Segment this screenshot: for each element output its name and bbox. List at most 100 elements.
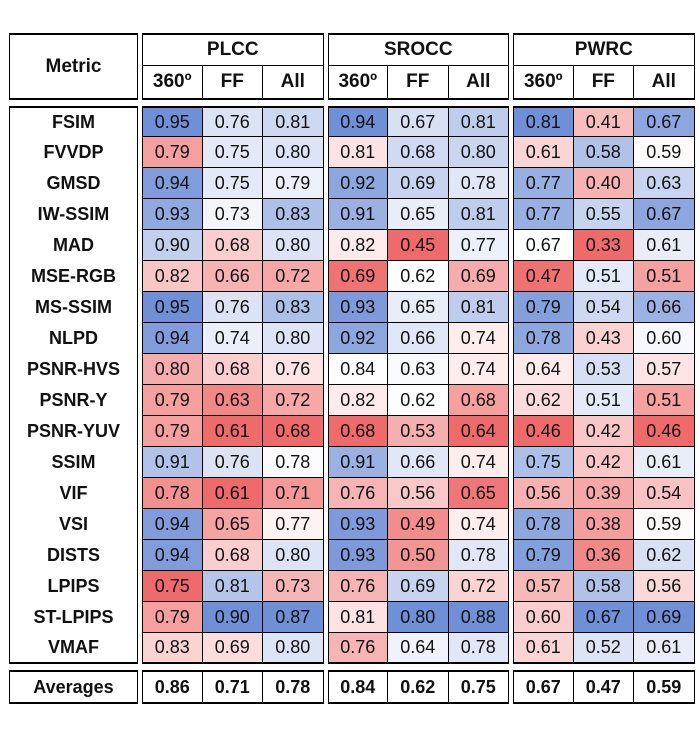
value-cell: 0.50 xyxy=(388,540,449,571)
value-cell: 0.74 xyxy=(448,447,510,478)
metric-name: FSIM xyxy=(9,106,138,137)
value-cell: 0.69 xyxy=(388,571,449,602)
value-cell: 0.67 xyxy=(513,670,574,704)
value-cell: 0.61 xyxy=(513,137,574,168)
value-cell: 0.33 xyxy=(573,230,635,261)
value-cell: 0.49 xyxy=(388,509,449,540)
value-cell: 0.79 xyxy=(513,540,574,571)
value-cell: 0.46 xyxy=(513,416,574,447)
value-cell: 0.68 xyxy=(202,540,263,571)
value-cell: 0.61 xyxy=(634,633,695,664)
value-cell: 0.75 xyxy=(142,571,203,602)
value-cell: 0.81 xyxy=(448,106,510,137)
value-cell: 0.59 xyxy=(634,509,695,540)
table-row: VSI 0.94 0.65 0.77 0.93 0.49 0.74 0.78 0.38 0.59 xyxy=(9,509,695,540)
value-cell: 0.90 xyxy=(202,602,263,633)
value-cell: 0.56 xyxy=(388,478,449,509)
value-cell: 0.66 xyxy=(634,292,695,323)
metric-name: MSE-RGB xyxy=(9,261,138,292)
value-cell: 0.66 xyxy=(388,323,449,354)
value-cell: 0.81 xyxy=(448,292,510,323)
value-cell: 0.80 xyxy=(263,230,324,261)
metrics-table: Metric PLCC SROCC PWRC 360º FF All 360º … xyxy=(9,33,695,704)
value-cell: 0.94 xyxy=(142,323,203,354)
value-cell: 0.71 xyxy=(202,670,263,704)
table-row: PSNR-HVS 0.80 0.68 0.76 0.84 0.63 0.74 0.64 0.53… xyxy=(9,354,695,385)
value-cell: 0.78 xyxy=(513,323,574,354)
value-cell: 0.65 xyxy=(202,509,263,540)
sub-header-ff: FF xyxy=(573,66,635,100)
value-cell: 0.68 xyxy=(202,230,263,261)
value-cell: 0.76 xyxy=(202,447,263,478)
value-cell: 0.41 xyxy=(573,106,635,137)
value-cell: 0.69 xyxy=(202,633,263,664)
table-row: PSNR-Y 0.79 0.63 0.72 0.82 0.62 0.68 0.62 0.51 0.… xyxy=(9,385,695,416)
value-cell: 0.66 xyxy=(202,261,263,292)
value-cell: 0.68 xyxy=(327,416,389,447)
table-row: FVVDP 0.79 0.75 0.80 0.81 0.68 0.80 0.61 0.58 0.5… xyxy=(9,137,695,168)
value-cell: 0.79 xyxy=(513,292,574,323)
value-cell: 0.79 xyxy=(142,385,203,416)
value-cell: 0.72 xyxy=(263,385,324,416)
value-cell: 0.82 xyxy=(327,385,389,416)
value-cell: 0.76 xyxy=(327,571,389,602)
sub-header-all: All xyxy=(448,66,510,100)
value-cell: 0.93 xyxy=(327,509,389,540)
table-row: Averages 0.86 0.71 0.78 0.84 0.62 0.75 0.67 0.47… xyxy=(9,670,695,704)
value-cell: 0.94 xyxy=(142,540,203,571)
value-cell: 0.65 xyxy=(448,478,510,509)
table-row: PSNR-YUV 0.79 0.61 0.68 0.68 0.53 0.64 0.46 0.42… xyxy=(9,416,695,447)
value-cell: 0.78 xyxy=(448,168,510,199)
value-cell: 0.62 xyxy=(388,385,449,416)
value-cell: 0.81 xyxy=(263,106,324,137)
metric-name: PSNR-YUV xyxy=(9,416,138,447)
value-cell: 0.90 xyxy=(142,230,203,261)
value-cell: 0.94 xyxy=(142,509,203,540)
group-header-plcc: PLCC xyxy=(142,33,324,66)
value-cell: 0.77 xyxy=(263,509,324,540)
value-cell: 0.67 xyxy=(513,230,574,261)
value-cell: 0.68 xyxy=(263,416,324,447)
value-cell: 0.60 xyxy=(513,602,574,633)
value-cell: 0.61 xyxy=(513,633,574,664)
value-cell: 0.77 xyxy=(448,230,510,261)
value-cell: 0.79 xyxy=(142,416,203,447)
value-cell: 0.53 xyxy=(388,416,449,447)
metric-name: VMAF xyxy=(9,633,138,664)
value-cell: 0.43 xyxy=(573,323,635,354)
value-cell: 0.54 xyxy=(634,478,695,509)
metric-name: SSIM xyxy=(9,447,138,478)
value-cell: 0.63 xyxy=(388,354,449,385)
value-cell: 0.72 xyxy=(263,261,324,292)
value-cell: 0.74 xyxy=(202,323,263,354)
table-row: DISTS 0.94 0.68 0.80 0.93 0.50 0.78 0.79 0.36 0.6… xyxy=(9,540,695,571)
value-cell: 0.52 xyxy=(573,633,635,664)
table-row: VIF 0.78 0.61 0.71 0.76 0.56 0.65 0.56 0.39 0.54 xyxy=(9,478,695,509)
value-cell: 0.62 xyxy=(388,261,449,292)
value-cell: 0.78 xyxy=(263,670,324,704)
metric-name: VSI xyxy=(9,509,138,540)
value-cell: 0.77 xyxy=(513,168,574,199)
value-cell: 0.74 xyxy=(448,354,510,385)
metric-name: IW-SSIM xyxy=(9,199,138,230)
value-cell: 0.65 xyxy=(388,199,449,230)
value-cell: 0.75 xyxy=(448,670,510,704)
value-cell: 0.39 xyxy=(573,478,635,509)
value-cell: 0.78 xyxy=(513,509,574,540)
value-cell: 0.69 xyxy=(388,168,449,199)
group-header-srocc: SROCC xyxy=(327,33,510,66)
value-cell: 0.80 xyxy=(263,323,324,354)
sub-header-360: 360º xyxy=(513,66,574,100)
value-cell: 0.67 xyxy=(634,106,695,137)
sub-header-360: 360º xyxy=(327,66,389,100)
value-cell: 0.53 xyxy=(573,354,635,385)
table-row: MAD 0.90 0.68 0.80 0.82 0.45 0.77 0.67 0.33 0.61 xyxy=(9,230,695,261)
value-cell: 0.69 xyxy=(448,261,510,292)
value-cell: 0.64 xyxy=(513,354,574,385)
value-cell: 0.82 xyxy=(327,230,389,261)
value-cell: 0.80 xyxy=(142,354,203,385)
value-cell: 0.93 xyxy=(327,292,389,323)
value-cell: 0.73 xyxy=(263,571,324,602)
value-cell: 0.80 xyxy=(263,137,324,168)
table-row: SSIM 0.91 0.76 0.78 0.91 0.66 0.74 0.75 0.42 0.61 xyxy=(9,447,695,478)
